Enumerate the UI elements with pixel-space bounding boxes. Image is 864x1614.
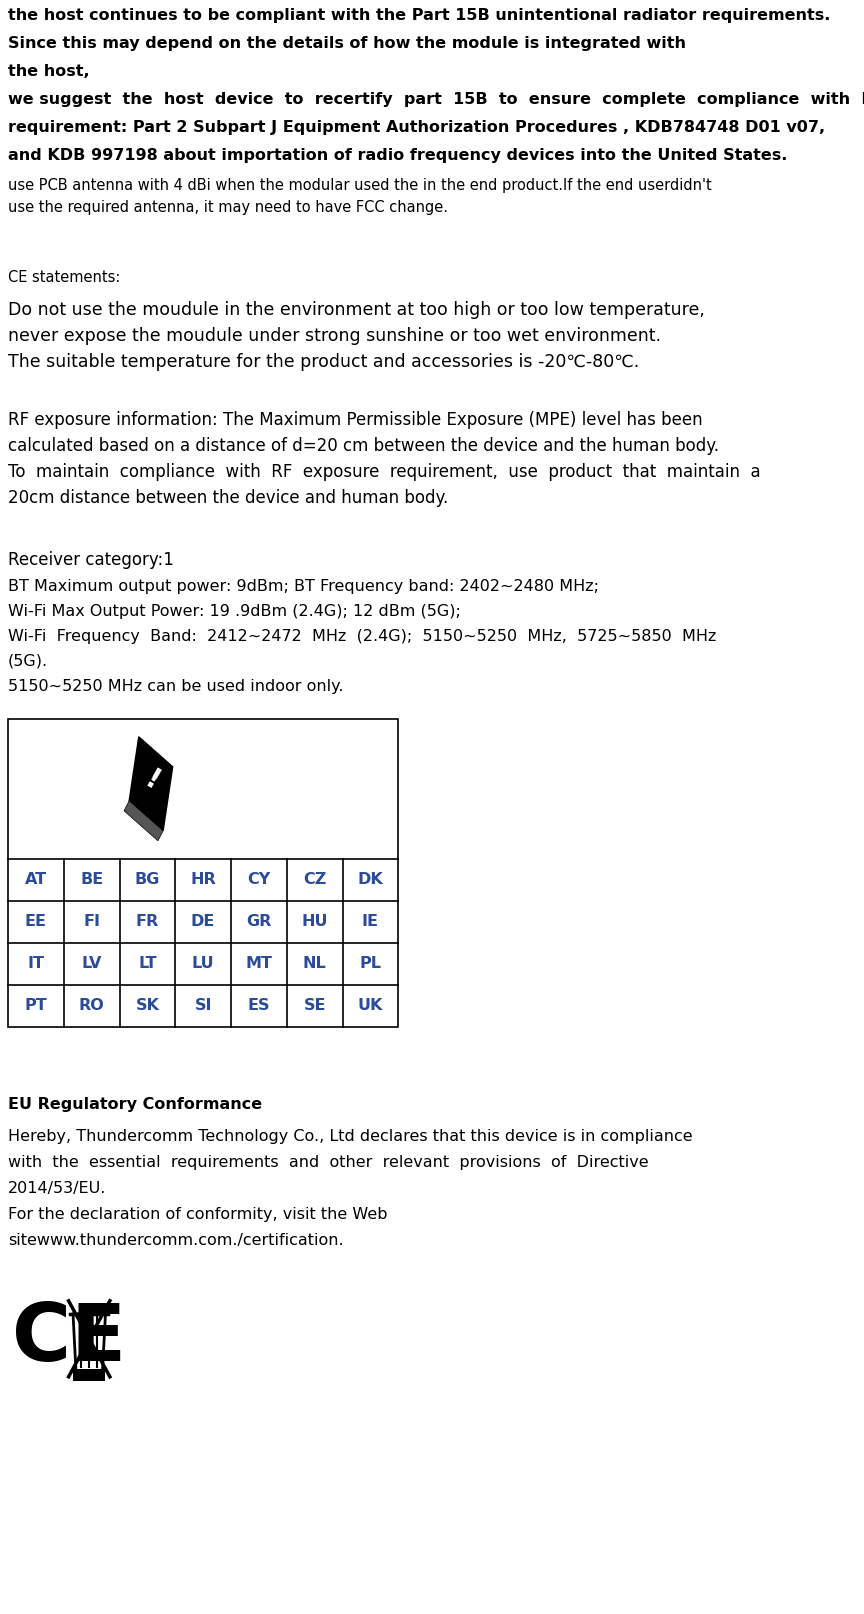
Text: For the declaration of conformity, visit the Web: For the declaration of conformity, visit… bbox=[8, 1207, 388, 1222]
Text: PL: PL bbox=[359, 957, 381, 972]
Text: RF exposure information: The Maximum Permissible Exposure (MPE) level has been: RF exposure information: The Maximum Per… bbox=[8, 412, 702, 429]
Text: (5G).: (5G). bbox=[8, 654, 48, 668]
Text: LU: LU bbox=[192, 957, 214, 972]
Text: SI: SI bbox=[194, 999, 212, 1014]
Text: HR: HR bbox=[190, 872, 216, 888]
Text: CE statements:: CE statements: bbox=[8, 270, 120, 286]
Text: 20cm distance between the device and human body.: 20cm distance between the device and hum… bbox=[8, 489, 448, 507]
Text: GR: GR bbox=[246, 914, 271, 930]
Text: UK: UK bbox=[358, 999, 383, 1014]
Text: IE: IE bbox=[362, 914, 379, 930]
Text: SE: SE bbox=[303, 999, 326, 1014]
Text: SK: SK bbox=[136, 999, 159, 1014]
Text: ES: ES bbox=[248, 999, 270, 1014]
Text: EU Regulatory Conformance: EU Regulatory Conformance bbox=[8, 1098, 263, 1112]
Bar bbox=[73, 1369, 105, 1382]
Text: !: ! bbox=[140, 765, 164, 796]
Text: MT: MT bbox=[245, 957, 272, 972]
Text: use PCB antenna with 4 dBi when the modular used the in the end product.If the e: use PCB antenna with 4 dBi when the modu… bbox=[8, 178, 712, 194]
Text: Wi-Fi  Frequency  Band:  2412~2472  MHz  (2.4G);  5150~5250  MHz,  5725~5850  MH: Wi-Fi Frequency Band: 2412~2472 MHz (2.4… bbox=[8, 629, 716, 644]
Text: calculated based on a distance of d=20 cm between the device and the human body.: calculated based on a distance of d=20 c… bbox=[8, 437, 719, 455]
Text: Wi-Fi Max Output Power: 19 .9dBm (2.4G); 12 dBm (5G);: Wi-Fi Max Output Power: 19 .9dBm (2.4G);… bbox=[8, 604, 461, 618]
Text: The suitable temperature for the product and accessories is -20℃-80℃.: The suitable temperature for the product… bbox=[8, 353, 639, 371]
Text: BT Maximum output power: 9dBm; BT Frequency band: 2402~2480 MHz;: BT Maximum output power: 9dBm; BT Freque… bbox=[8, 579, 599, 594]
Text: use the required antenna, it may need to have FCC change.: use the required antenna, it may need to… bbox=[8, 200, 448, 215]
Text: 2014/53/EU.: 2014/53/EU. bbox=[8, 1181, 106, 1196]
Text: sitewww.thundercomm.com./certification.: sitewww.thundercomm.com./certification. bbox=[8, 1233, 344, 1248]
Text: and KDB 997198 about importation of radio frequency devices into the United Stat: and KDB 997198 about importation of radi… bbox=[8, 148, 787, 163]
Text: the host continues to be compliant with the Part 15B unintentional radiator requ: the host continues to be compliant with … bbox=[8, 8, 830, 23]
Text: we suggest  the  host  device  to  recertify  part  15B  to  ensure  complete  c: we suggest the host device to recertify … bbox=[8, 92, 864, 107]
Text: Do not use the moudule in the environment at too high or too low temperature,: Do not use the moudule in the environmen… bbox=[8, 300, 705, 320]
Polygon shape bbox=[130, 738, 173, 831]
Text: Hereby, Thundercomm Technology Co., Ltd declares that this device is in complian: Hereby, Thundercomm Technology Co., Ltd … bbox=[8, 1128, 693, 1144]
Text: CY: CY bbox=[247, 872, 270, 888]
Bar bbox=[8, 718, 398, 1027]
Text: BG: BG bbox=[135, 872, 160, 888]
Text: never expose the moudule under strong sunshine or too wet environment.: never expose the moudule under strong su… bbox=[8, 326, 661, 345]
Text: IT: IT bbox=[28, 957, 44, 972]
Text: LV: LV bbox=[81, 957, 102, 972]
Text: with  the  essential  requirements  and  other  relevant  provisions  of  Direct: with the essential requirements and othe… bbox=[8, 1154, 649, 1170]
Text: EE: EE bbox=[25, 914, 47, 930]
Text: CE: CE bbox=[12, 1299, 126, 1378]
Text: Receiver category:1: Receiver category:1 bbox=[8, 550, 174, 568]
Text: HU: HU bbox=[302, 914, 328, 930]
Text: DK: DK bbox=[358, 872, 384, 888]
Text: LT: LT bbox=[138, 957, 156, 972]
Text: CZ: CZ bbox=[303, 872, 327, 888]
Text: NL: NL bbox=[302, 957, 327, 972]
Text: RO: RO bbox=[79, 999, 105, 1014]
Text: PT: PT bbox=[24, 999, 48, 1014]
Text: the host,: the host, bbox=[8, 65, 90, 79]
Text: FR: FR bbox=[136, 914, 159, 930]
Text: DE: DE bbox=[191, 914, 215, 930]
Text: requirement: Part 2 Subpart J Equipment Authorization Procedures , KDB784748 D01: requirement: Part 2 Subpart J Equipment … bbox=[8, 119, 825, 136]
Text: AT: AT bbox=[25, 872, 47, 888]
Polygon shape bbox=[124, 801, 163, 841]
Text: FI: FI bbox=[83, 914, 100, 930]
Text: 5150~5250 MHz can be used indoor only.: 5150~5250 MHz can be used indoor only. bbox=[8, 679, 344, 694]
Text: To  maintain  compliance  with  RF  exposure  requirement,  use  product  that  : To maintain compliance with RF exposure … bbox=[8, 463, 760, 481]
Text: Since this may depend on the details of how the module is integrated with: Since this may depend on the details of … bbox=[8, 36, 686, 52]
Text: BE: BE bbox=[80, 872, 104, 888]
